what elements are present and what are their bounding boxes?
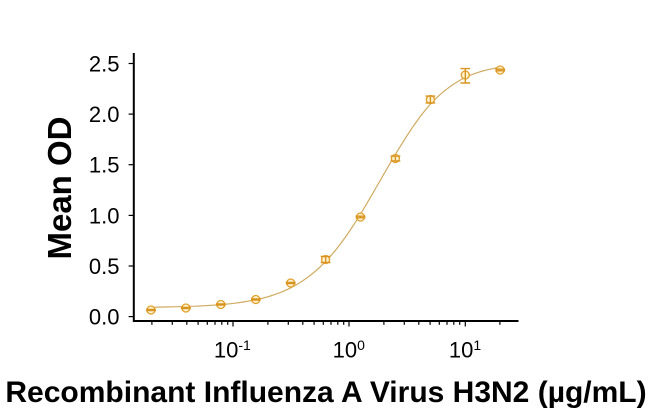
svg-text:Recombinant Influenza A Virus: Recombinant Influenza A Virus H3N2 (µg/m… xyxy=(5,376,646,409)
svg-text:2.5: 2.5 xyxy=(89,51,120,76)
svg-text:1.0: 1.0 xyxy=(89,203,120,228)
svg-text:1.5: 1.5 xyxy=(89,153,120,178)
svg-text:Mean OD: Mean OD xyxy=(41,116,78,259)
svg-text:0.5: 0.5 xyxy=(89,254,120,279)
svg-text:2.0: 2.0 xyxy=(89,102,120,127)
svg-text:0.0: 0.0 xyxy=(89,305,120,330)
